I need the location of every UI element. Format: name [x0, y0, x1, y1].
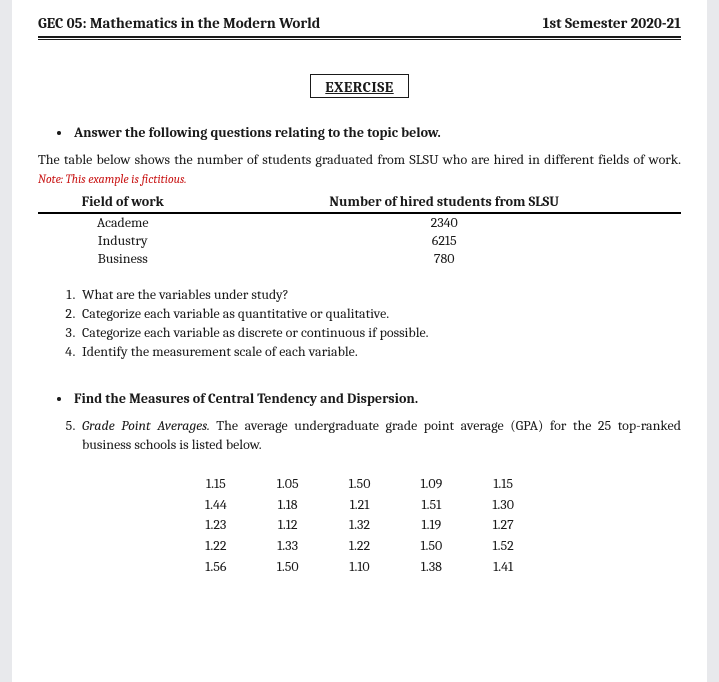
gpa-cell: 1.21 — [325, 496, 395, 515]
gpa-cell: 1.52 — [468, 537, 538, 556]
gpa-cell: 1.15 — [181, 475, 251, 494]
cell-value: 780 — [207, 250, 681, 270]
page-header: GEC 05: Mathematics in the Modern World … — [38, 14, 681, 34]
gpa-cell: 1.12 — [253, 516, 323, 535]
cell-value: 2340 — [207, 213, 681, 232]
prompt-2: Find the Measures of Central Tendency an… — [72, 390, 681, 407]
gpa-cell: 1.22 — [325, 537, 395, 556]
gpa-cell: 1.15 — [468, 475, 538, 494]
cell-field: Industry — [38, 232, 207, 250]
exercise-title-box: EXERCISE — [310, 74, 408, 98]
gpa-cell: 1.05 — [253, 475, 323, 494]
gpa-cell: 1.41 — [468, 558, 538, 577]
gpa-row: 1.44 1.18 1.21 1.51 1.30 — [181, 496, 538, 515]
gpa-cell: 1.33 — [253, 537, 323, 556]
gpa-cell: 1.23 — [181, 516, 251, 535]
question-5-list: Grade Point Averages. The average underg… — [38, 417, 681, 455]
q5-title: Grade Point Averages. — [82, 417, 210, 434]
header-left: GEC 05: Mathematics in the Modern World — [38, 14, 320, 32]
gpa-cell: 1.32 — [325, 516, 395, 535]
gpa-row: 1.56 1.50 1.10 1.38 1.41 — [181, 558, 538, 577]
gpa-cell: 1.51 — [396, 496, 466, 515]
question-item: What are the variables under study? — [78, 286, 681, 305]
cell-field: Academe — [38, 213, 207, 232]
gpa-cell: 1.56 — [181, 558, 251, 577]
intro-note: Note: This example is fictitious. — [38, 172, 187, 186]
question-item: Categorize each variable as discrete or … — [78, 324, 681, 343]
gpa-cell: 1.44 — [181, 496, 251, 515]
cell-value: 6215 — [207, 232, 681, 250]
gpa-cell: 1.38 — [396, 558, 466, 577]
gpa-cell: 1.19 — [396, 516, 466, 535]
col-header-field: Field of work — [38, 191, 207, 213]
gpa-row: 1.23 1.12 1.32 1.19 1.27 — [181, 516, 538, 535]
gpa-cell: 1.09 — [396, 475, 466, 494]
question-5: Grade Point Averages. The average underg… — [78, 417, 681, 455]
table-row: Industry 6215 — [38, 232, 681, 250]
gpa-cell: 1.30 — [468, 496, 538, 515]
section-2: Find the Measures of Central Tendency an… — [38, 390, 681, 579]
table-row: Business 780 — [38, 250, 681, 270]
question-item: Categorize each variable as quantitative… — [78, 305, 681, 324]
cell-field: Business — [38, 250, 207, 270]
intro-paragraph: The table below shows the number of stud… — [38, 151, 681, 189]
table-header-row: Field of work Number of hired students f… — [38, 191, 681, 213]
gpa-row: 1.15 1.05 1.50 1.09 1.15 — [181, 475, 538, 494]
header-rule — [38, 36, 681, 40]
gpa-table: 1.15 1.05 1.50 1.09 1.15 1.44 1.18 1.21 … — [179, 473, 540, 579]
page: GEC 05: Mathematics in the Modern World … — [12, 0, 707, 682]
gpa-cell: 1.50 — [396, 537, 466, 556]
question-item: Identify the measurement scale of each v… — [78, 343, 681, 362]
prompt-list-2: Find the Measures of Central Tendency an… — [38, 390, 681, 407]
field-table: Field of work Number of hired students f… — [38, 191, 681, 271]
gpa-cell: 1.18 — [253, 496, 323, 515]
gpa-cell: 1.10 — [325, 558, 395, 577]
prompt-1: Answer the following questions relating … — [72, 124, 681, 141]
gpa-cell: 1.22 — [181, 537, 251, 556]
question-list: What are the variables under study? Cate… — [38, 286, 681, 362]
gpa-cell: 1.50 — [253, 558, 323, 577]
gpa-cell: 1.50 — [325, 475, 395, 494]
table-row: Academe 2340 — [38, 213, 681, 232]
intro-text: The table below shows the number of stud… — [38, 151, 681, 168]
header-right: 1st Semester 2020-21 — [543, 14, 681, 32]
gpa-cell: 1.27 — [468, 516, 538, 535]
prompt-list-1: Answer the following questions relating … — [38, 124, 681, 141]
exercise-title-text: EXERCISE — [325, 78, 393, 96]
exercise-title-wrap: EXERCISE — [38, 74, 681, 98]
gpa-row: 1.22 1.33 1.22 1.50 1.52 — [181, 537, 538, 556]
col-header-count: Number of hired students from SLSU — [207, 191, 681, 213]
